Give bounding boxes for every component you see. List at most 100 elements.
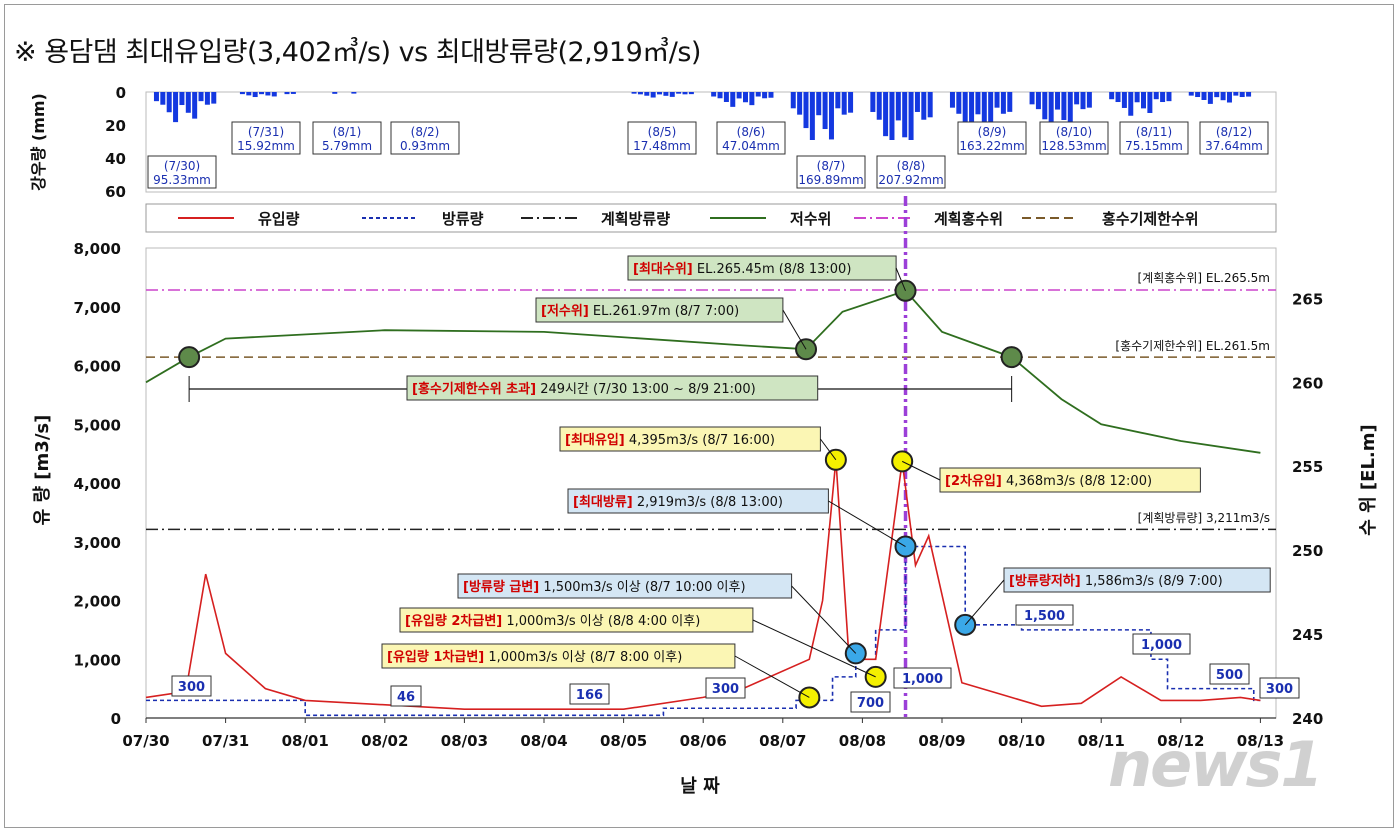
rain-bar (1214, 92, 1220, 98)
rain-bar (259, 92, 265, 95)
x-tick-label: 08/03 (441, 732, 488, 750)
rain-bar (956, 92, 962, 114)
annotation-box (939, 467, 1201, 493)
rain-bar (1035, 92, 1041, 110)
rain-bar (803, 92, 809, 129)
rain-bar (1220, 92, 1226, 101)
rain-bar (265, 92, 271, 96)
rain-bar (1134, 92, 1140, 103)
x-tick-label: 07/31 (202, 732, 249, 750)
rain-bar (211, 92, 217, 104)
rain-bar (252, 92, 258, 98)
annotation-text: [방류량저하] 1,586m3/s (8/9 7:00) (1009, 573, 1223, 589)
rain-bar (975, 92, 981, 115)
data-marker (178, 346, 201, 369)
rain-bar (682, 92, 688, 95)
right-tick-label: 260 (1292, 374, 1323, 392)
rain-bar (1226, 92, 1232, 103)
rain-bar (271, 92, 277, 97)
rain-label-date: (8/1) (333, 125, 362, 139)
rain-label-date: (8/12) (1216, 125, 1252, 139)
rain-bar (166, 92, 172, 113)
legend-item-label: 계획방류량 (601, 210, 670, 228)
rain-label-box (390, 121, 460, 155)
rain-bar (962, 92, 968, 127)
x-tick-label: 08/13 (1237, 732, 1284, 750)
rain-bar (988, 92, 994, 138)
rain-bar (246, 92, 252, 96)
rain-bar (1048, 92, 1054, 133)
rain-bar (153, 92, 159, 102)
x-tick-label: 08/07 (759, 732, 806, 750)
rain-label-value: 207.92mm (878, 173, 943, 187)
annotation-leader (828, 500, 906, 547)
release-label-box (1132, 633, 1191, 655)
release-label-box (390, 685, 422, 707)
annotation-leader (895, 267, 906, 291)
water-level-series (145, 289, 1261, 454)
rain-bar (889, 92, 895, 140)
rain-bar (1055, 92, 1061, 110)
release-label: 1,500 (1024, 609, 1065, 624)
x-tick-label: 08/10 (998, 732, 1045, 750)
left-tick-label: 0 (111, 710, 121, 728)
rain-label-box (716, 121, 786, 155)
rain-label-date: (8/5) (648, 125, 677, 139)
rain-bar (179, 92, 185, 106)
annotation-text: [유입량 1차급변] 1,000m3/s 이상 (8/7 8:00 이후) (387, 649, 682, 665)
rain-bar (835, 92, 841, 109)
plan-flood-label: [계획홍수위] EL.265.5m (1137, 271, 1270, 285)
release-series (146, 545, 1261, 717)
x-tick-label: 08/02 (361, 732, 408, 750)
x-tick-label: 08/06 (680, 732, 727, 750)
rain-bar (676, 92, 682, 94)
x-tick-label: 08/05 (600, 732, 647, 750)
rain-panel (145, 91, 1277, 193)
rain-label-date: (8/8) (897, 159, 926, 173)
annotation-text: [홍수기제한수위 초과] 249시간 (7/30 13:00 ~ 8/9 21:… (412, 381, 756, 397)
x-axis-label: 날 짜 (680, 776, 720, 797)
rain-bar (198, 92, 204, 102)
figure-frame (4, 4, 1394, 828)
release-label: 300 (1266, 682, 1293, 697)
annotation-box (567, 488, 829, 514)
rain-bar (848, 92, 854, 113)
rain-bar (902, 92, 908, 138)
rain-bar (969, 92, 975, 140)
rain-bar (204, 92, 210, 105)
rain-bar (1061, 92, 1067, 121)
rain-label-value: 163.22mm (959, 139, 1024, 153)
left-tick-label: 2,000 (74, 593, 121, 611)
rain-bar (1067, 92, 1073, 128)
rain-label-date: (7/30) (164, 159, 200, 173)
rain-bar (663, 92, 669, 96)
rain-bar (717, 92, 723, 99)
rain-bar (290, 92, 296, 94)
rain-bar (1029, 92, 1035, 105)
rain-bar (192, 92, 198, 119)
release-label: 700 (857, 696, 884, 711)
rain-label-box (1119, 121, 1189, 155)
x-tick-label: 08/12 (1157, 732, 1204, 750)
rain-label-box (876, 155, 946, 189)
annotation-box (399, 607, 754, 633)
rain-bar (284, 92, 290, 95)
rain-bar (736, 92, 742, 99)
x-tick-label: 08/08 (839, 732, 886, 750)
rain-bar (1115, 92, 1121, 103)
rain-label-value: 95.33mm (153, 173, 211, 187)
rain-bar (743, 92, 748, 103)
release-label-box (171, 675, 212, 697)
annotation-leader (819, 438, 837, 461)
annotation-leader (901, 460, 941, 481)
rain-bar (994, 92, 1000, 108)
rain-bar (650, 92, 656, 98)
legend-item-label: 계획홍수위 (934, 210, 1003, 228)
rain-label-date: (8/2) (411, 125, 440, 139)
release-label: 1,000 (902, 672, 943, 687)
x-tick-label: 07/30 (122, 732, 169, 750)
rain-bar (1188, 92, 1194, 96)
annotation-text: [최대방류] 2,919m3/s (8/8 13:00) (573, 494, 783, 510)
annotation-text: [최대수위] EL.265.45m (8/8 13:00) (633, 262, 851, 277)
release-label: 1,000 (1141, 638, 1182, 653)
